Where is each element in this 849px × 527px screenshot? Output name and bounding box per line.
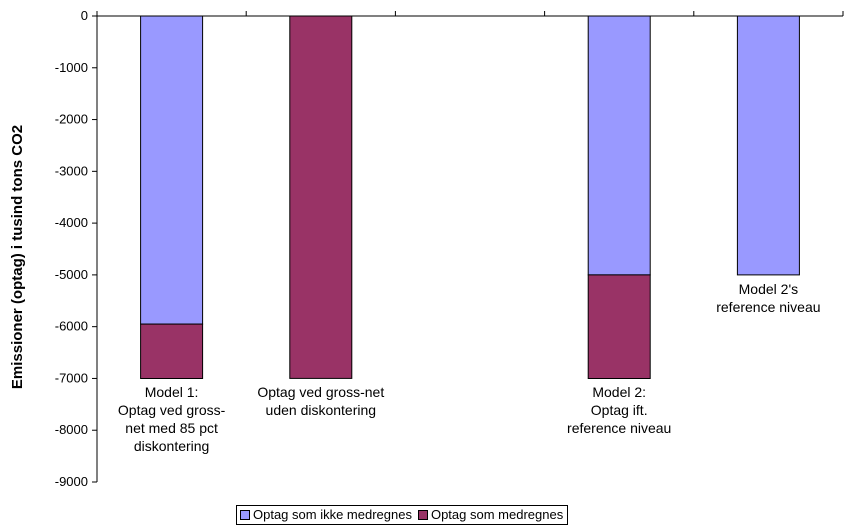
y-tick-label: -7000 — [55, 370, 88, 385]
bar-cat4-series2 — [587, 274, 651, 379]
bar-cat4-series1 — [587, 15, 651, 276]
y-tick-label: -1000 — [55, 60, 88, 75]
legend-label-optag-ikke-medregnes: Optag som ikke medregnes — [253, 507, 412, 522]
legend-swatch-optag-ikke-medregnes — [240, 510, 250, 520]
legend-swatch-optag-medregnes — [417, 510, 428, 520]
legend-label-optag-medregnes: Optag som medregnes — [430, 507, 564, 522]
y-tick-label: -6000 — [55, 319, 88, 334]
category-label: Model 2's reference niveau — [716, 280, 821, 315]
category-label: Optag ved gross-net uden diskontering — [257, 384, 385, 419]
y-tick-label: -5000 — [55, 267, 88, 282]
bar-cat2-series2 — [289, 15, 353, 379]
y-tick-label: -8000 — [55, 422, 88, 437]
category-label: Model 1: Optag ved gross- net med 85 pct… — [117, 384, 226, 455]
y-axis-title: Emissioner (optag) i tusind tons CO2 — [9, 125, 26, 389]
bar-cat1-series2 — [140, 323, 204, 380]
y-tick-label: 0 — [81, 8, 88, 23]
legend-item-optag-medregnes: Optag som medregnes — [417, 507, 564, 523]
y-tick-label: -9000 — [55, 474, 88, 489]
category-label: Model 2: Optag ift. reference niveau — [567, 384, 672, 437]
y-tick-label: -3000 — [55, 163, 88, 178]
legend: Optag som ikke medregnes Optag som medre… — [236, 505, 569, 525]
bar-cat5-series1 — [736, 15, 800, 276]
y-tick-label: -2000 — [55, 112, 88, 127]
y-tick-label: -4000 — [55, 215, 88, 230]
bar-cat1-series1 — [140, 15, 204, 325]
legend-item-optag-ikke-medregnes: Optag som ikke medregnes — [240, 507, 412, 523]
